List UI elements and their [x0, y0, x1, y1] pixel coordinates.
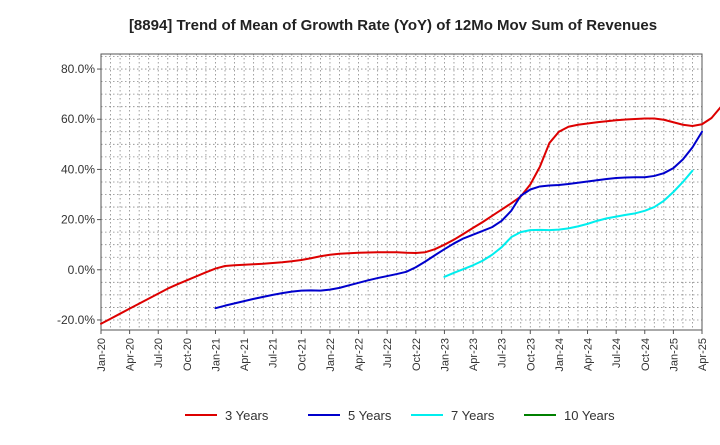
x-tick-label: Jul-21 [268, 338, 280, 368]
x-tick-label: Jan-21 [210, 338, 222, 372]
legend-label-7-years: 7 Years [451, 408, 495, 423]
x-tick-label: Jan-23 [439, 338, 451, 372]
x-tick-label: Oct-21 [296, 338, 308, 371]
x-tick-label: Oct-20 [182, 338, 194, 371]
x-tick-label: Jan-20 [96, 338, 108, 372]
x-axis: Jan-20 Apr-20 Jul-20 Oct-20 Jan-21 Apr-21 Jul-… [96, 330, 709, 372]
y-tick-label: 20.0% [61, 213, 95, 227]
plot-frame [100, 53, 703, 331]
x-tick-label: Apr-21 [239, 338, 251, 371]
x-tick-label: Jan-24 [554, 338, 566, 372]
x-tick-label: Jul-20 [153, 338, 165, 368]
x-tick-label: Apr-22 [354, 338, 366, 371]
x-tick-label: Apr-24 [583, 338, 595, 371]
grid-layer [101, 54, 702, 330]
x-tick-label: Apr-23 [468, 338, 480, 371]
y-tick-label: 60.0% [61, 112, 95, 126]
series-line-7-years [443, 169, 694, 278]
y-axis: -20.0% 0.0% 20.0% 40.0% 60.0% 80.0% [57, 62, 101, 327]
x-tick-label: Oct-22 [411, 338, 423, 371]
y-tick-label: 40.0% [61, 162, 95, 176]
x-tick-label: Oct-23 [525, 338, 537, 371]
series-layer [100, 106, 720, 325]
series-line-3-years [100, 106, 720, 325]
x-tick-label: Jul-22 [382, 338, 394, 368]
series-line-5-years [214, 130, 703, 310]
legend: 3 Years 5 Years 7 Years 10 Years [185, 408, 615, 423]
y-tick-label: 80.0% [61, 62, 95, 76]
x-tick-label: Jul-24 [611, 338, 623, 368]
x-tick-label: Jan-22 [325, 338, 337, 372]
x-tick-label: Jan-25 [668, 338, 680, 372]
y-tick-label: 0.0% [68, 263, 96, 277]
legend-label-3-years: 3 Years [225, 408, 269, 423]
x-tick-label: Apr-20 [125, 338, 137, 371]
chart-title: [8894] Trend of Mean of Growth Rate (YoY… [129, 17, 657, 34]
x-tick-label: Oct-24 [640, 338, 652, 371]
legend-label-10-years: 10 Years [564, 408, 615, 423]
legend-label-5-years: 5 Years [348, 408, 392, 423]
x-tick-label: Jul-23 [497, 338, 509, 368]
x-tick-label: Apr-25 [697, 338, 709, 371]
y-tick-label: -20.0% [57, 313, 95, 327]
